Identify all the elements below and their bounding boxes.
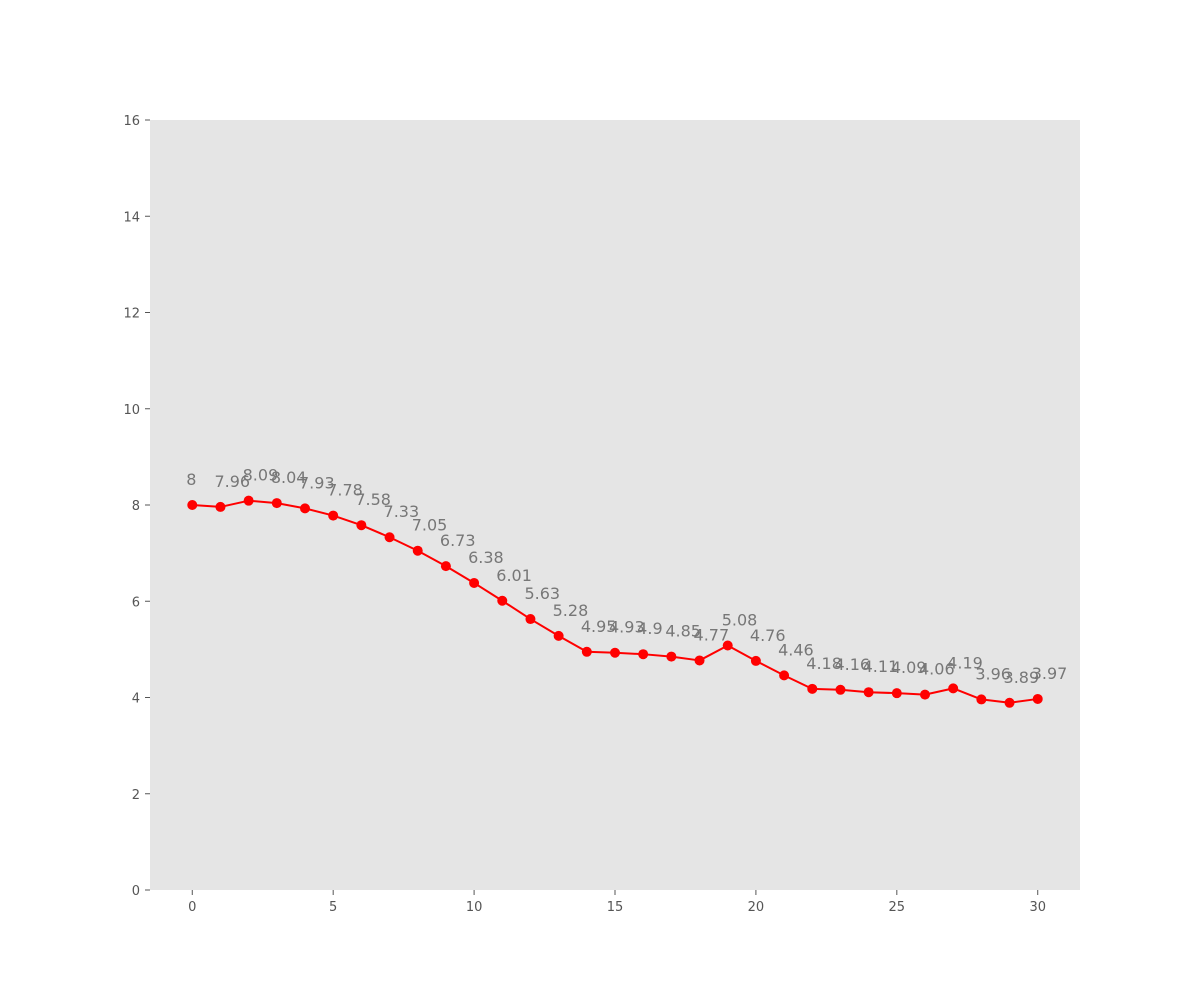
y-tick-label: 6 — [132, 595, 140, 610]
data-point — [863, 687, 874, 698]
x-axis: 0 5 10 15 20 25 30 — [188, 890, 1046, 915]
data-label: 7.05 — [412, 516, 448, 535]
data-point — [722, 640, 733, 651]
data-point — [1032, 693, 1043, 704]
data-label: 4.06 — [919, 660, 955, 679]
data-label: 4.9 — [637, 619, 662, 638]
y-tick-label: 16 — [123, 114, 140, 129]
data-point — [356, 520, 367, 531]
data-point — [384, 532, 395, 543]
data-point — [835, 684, 846, 695]
data-point — [525, 614, 536, 625]
data-label: 4.76 — [750, 626, 786, 645]
data-point — [638, 649, 649, 660]
data-point — [948, 683, 959, 694]
data-label: 4.85 — [665, 622, 701, 641]
data-label: 3.89 — [1004, 668, 1040, 687]
data-point — [694, 655, 705, 666]
data-point — [215, 501, 226, 512]
data-label: 7.93 — [299, 473, 335, 492]
data-label: 8.04 — [271, 468, 307, 487]
data-label: 7.33 — [384, 502, 420, 521]
data-label: 5.08 — [722, 611, 758, 630]
data-point — [300, 503, 310, 514]
data-label: 7.58 — [355, 490, 391, 509]
data-label: 5.63 — [524, 584, 560, 603]
y-tick-label: 8 — [132, 499, 140, 514]
data-label: 4.77 — [694, 625, 730, 644]
data-point — [666, 651, 677, 662]
data-labels-layer: 8 7.968.098.047.937.787.587.337.056.736.3… — [186, 466, 1067, 687]
y-tick-label: 4 — [132, 692, 140, 707]
data-label: 4.95 — [581, 617, 617, 636]
data-point — [328, 510, 339, 521]
y-tick-label: 0 — [132, 884, 140, 899]
data-label: 7.78 — [327, 481, 363, 500]
data-label: 6.01 — [496, 566, 532, 585]
data-point — [469, 577, 480, 588]
data-label: 4.19 — [947, 653, 983, 672]
data-label: 4.16 — [834, 655, 870, 674]
data-label: 8.09 — [243, 466, 279, 485]
data-point — [412, 545, 423, 556]
x-tick-label: 20 — [748, 900, 765, 915]
data-point — [497, 595, 508, 606]
data-point — [271, 498, 282, 509]
data-point — [750, 655, 761, 666]
data-label: 4.09 — [891, 658, 927, 677]
data-point — [1004, 697, 1015, 708]
data-point — [779, 670, 790, 681]
data-point — [807, 683, 818, 694]
data-point — [553, 630, 564, 641]
y-tick-label: 10 — [123, 403, 140, 418]
data-label: 4.93 — [609, 618, 645, 637]
data-point — [440, 561, 451, 572]
data-label: 3.97 — [1032, 664, 1068, 683]
x-tick-label: 25 — [889, 900, 906, 915]
data-label: 4.11 — [863, 657, 899, 676]
x-tick-label: 15 — [607, 900, 624, 915]
data-label: 6.38 — [468, 548, 504, 567]
data-label: 4.18 — [806, 654, 842, 673]
data-point — [920, 689, 930, 700]
data-point — [243, 495, 254, 506]
data-label: 3.96 — [975, 664, 1011, 683]
data-point — [891, 688, 902, 699]
data-point — [187, 500, 198, 510]
data-point — [610, 647, 620, 658]
y-tick-label: 14 — [123, 210, 140, 225]
x-tick-label: 10 — [466, 900, 483, 915]
data-label: 7.96 — [214, 472, 250, 491]
y-tick-label: 2 — [132, 788, 140, 803]
data-label: 4.46 — [778, 640, 814, 659]
x-tick-label: 30 — [1029, 900, 1046, 915]
data-point — [976, 694, 987, 705]
data-label: 8 — [186, 470, 196, 489]
data-label: 5.28 — [553, 601, 589, 620]
x-tick-label: 0 — [188, 900, 196, 915]
y-tick-label: 12 — [123, 307, 140, 322]
x-tick-label: 5 — [329, 900, 337, 915]
data-point — [581, 646, 592, 657]
y-axis: 0 2 4 6 8 10 12 14 16 — [123, 114, 150, 899]
data-label: 6.73 — [440, 531, 476, 550]
series-layer — [187, 495, 1043, 708]
